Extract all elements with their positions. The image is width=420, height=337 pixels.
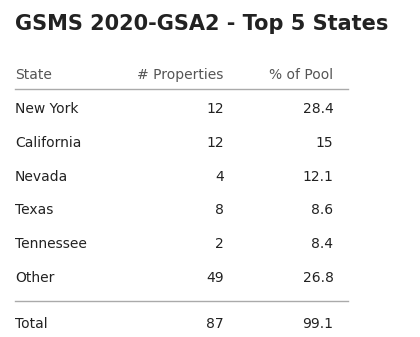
Text: Texas: Texas	[15, 203, 53, 217]
Text: New York: New York	[15, 102, 78, 116]
Text: Nevada: Nevada	[15, 170, 68, 184]
Text: California: California	[15, 136, 81, 150]
Text: 8.6: 8.6	[311, 203, 333, 217]
Text: 26.8: 26.8	[302, 271, 333, 285]
Text: GSMS 2020-GSA2 - Top 5 States: GSMS 2020-GSA2 - Top 5 States	[15, 14, 388, 34]
Text: # Properties: # Properties	[137, 68, 224, 83]
Text: Other: Other	[15, 271, 54, 285]
Text: % of Pool: % of Pool	[269, 68, 333, 83]
Text: 87: 87	[206, 317, 224, 331]
Text: 2: 2	[215, 237, 224, 251]
Text: 49: 49	[206, 271, 224, 285]
Text: 15: 15	[316, 136, 333, 150]
Text: 12: 12	[206, 102, 224, 116]
Text: 28.4: 28.4	[303, 102, 333, 116]
Text: 99.1: 99.1	[302, 317, 333, 331]
Text: State: State	[15, 68, 52, 83]
Text: 8.4: 8.4	[311, 237, 333, 251]
Text: Total: Total	[15, 317, 47, 331]
Text: 12.1: 12.1	[302, 170, 333, 184]
Text: 8: 8	[215, 203, 224, 217]
Text: 12: 12	[206, 136, 224, 150]
Text: Tennessee: Tennessee	[15, 237, 87, 251]
Text: 4: 4	[215, 170, 224, 184]
